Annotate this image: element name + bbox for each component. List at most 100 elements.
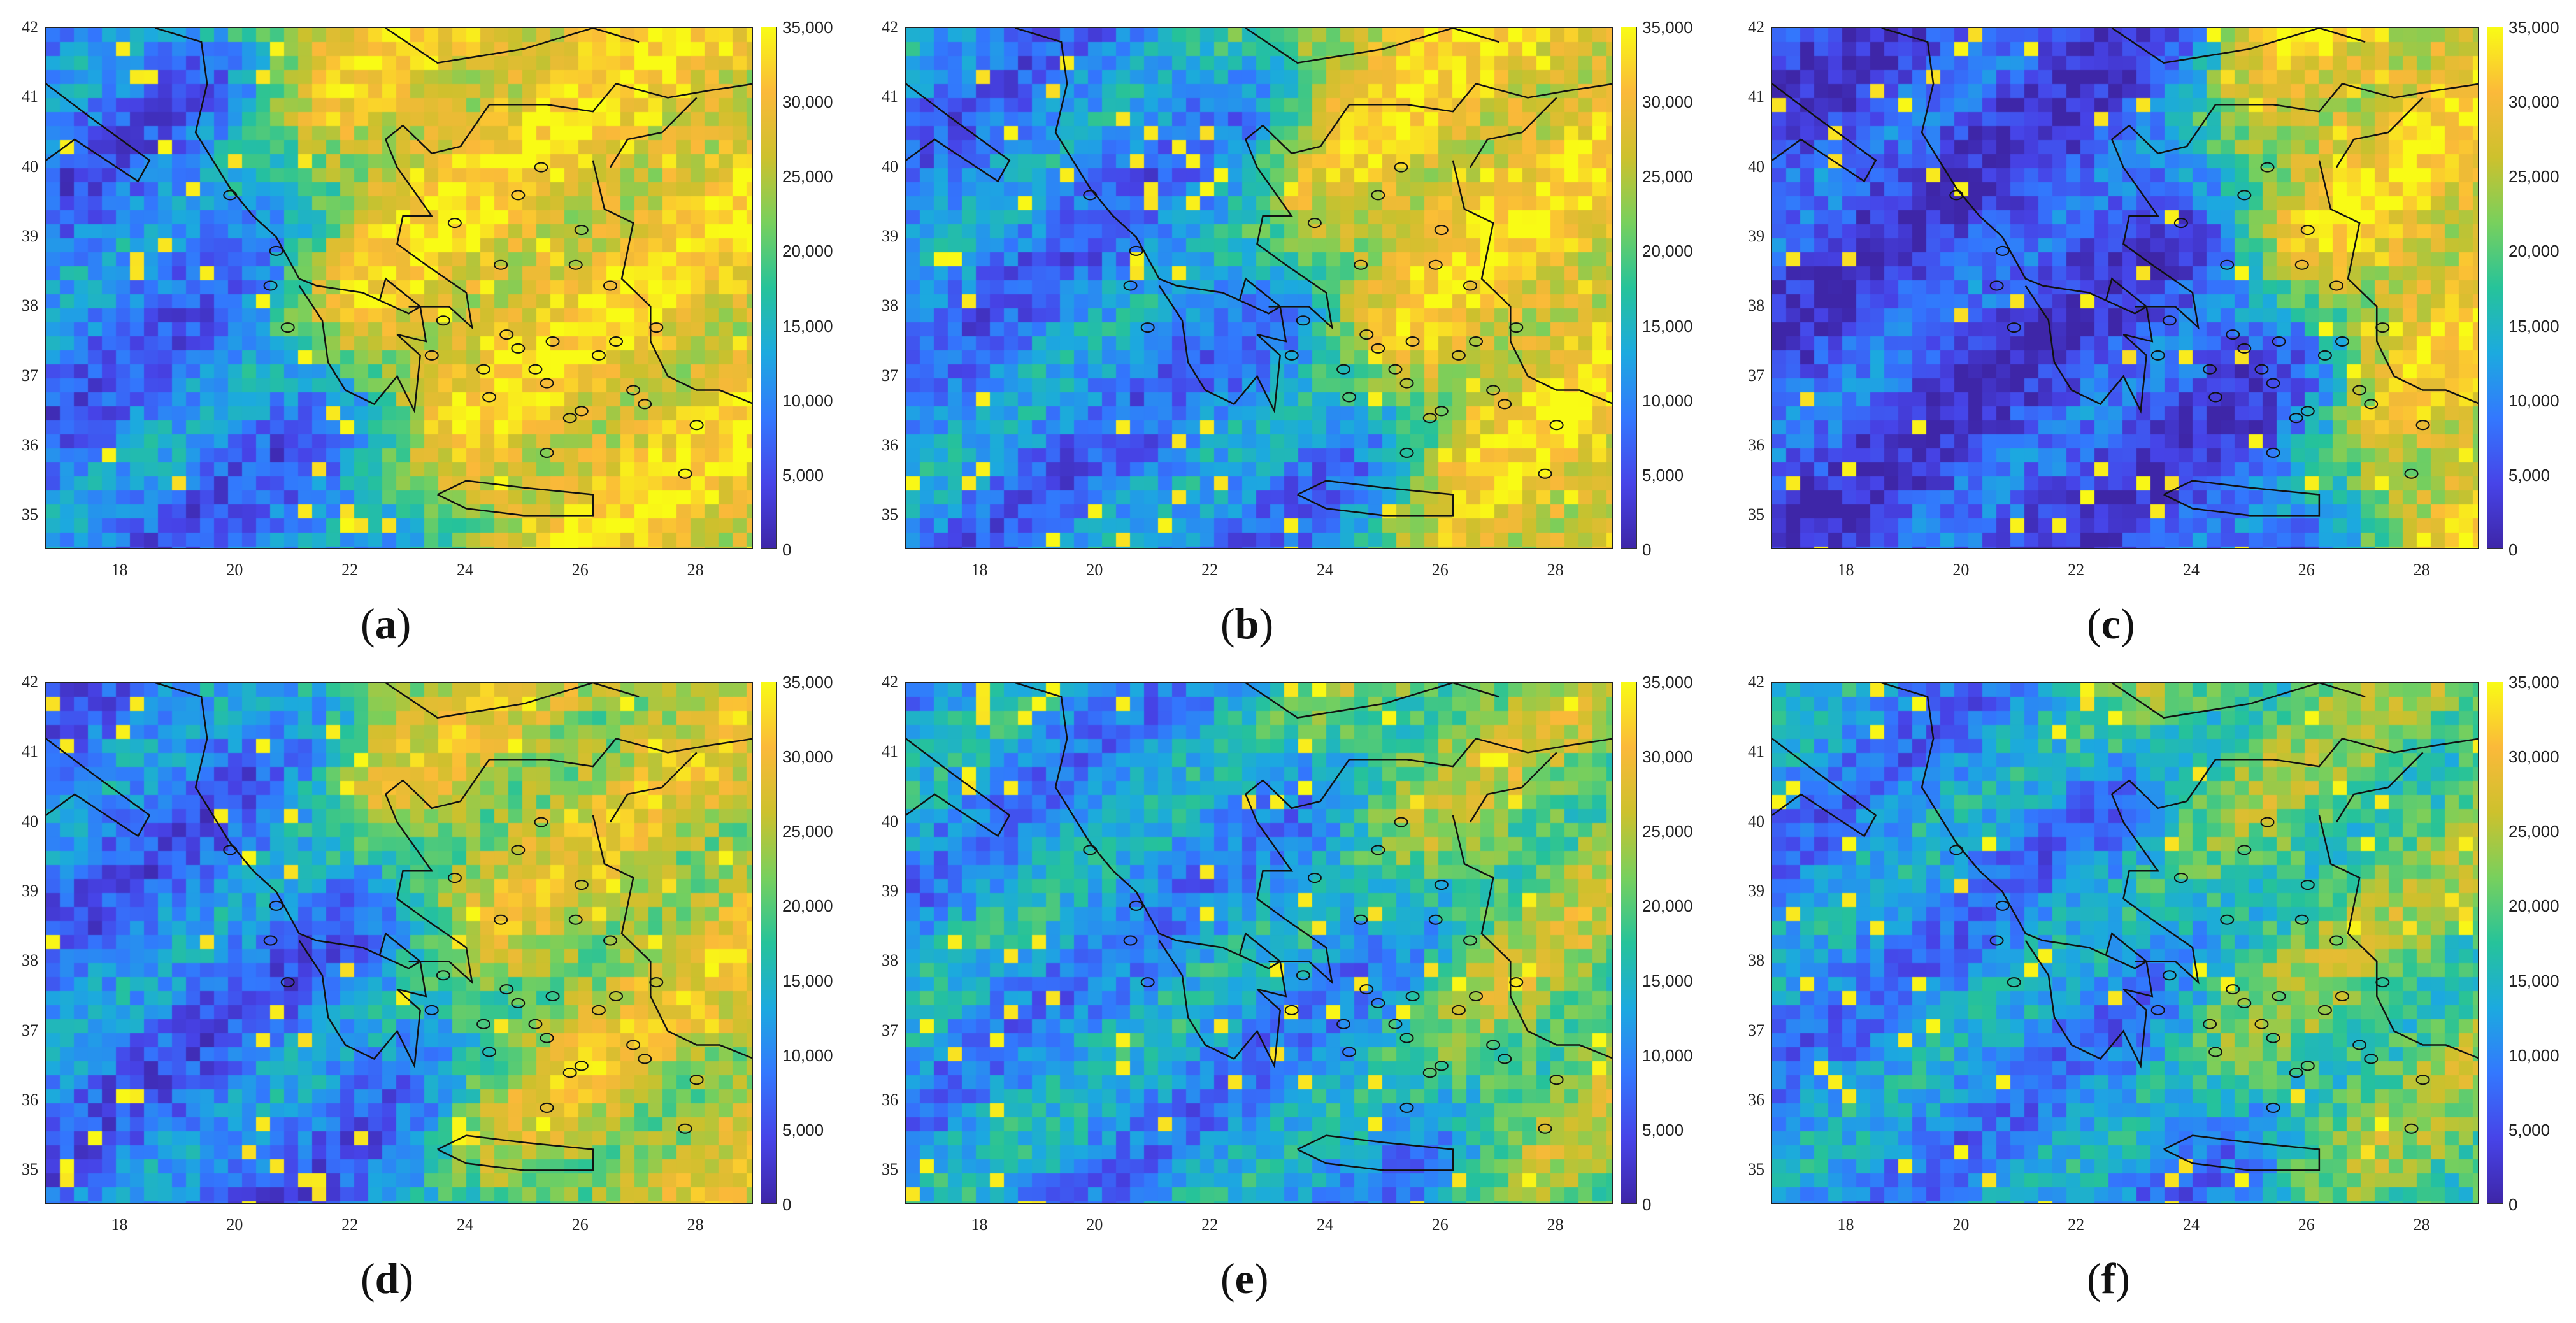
island-outline [626, 385, 641, 396]
colorbar-tick-label: 0 [782, 1195, 792, 1214]
coastline-overlay [1772, 28, 2478, 517]
lat-tick-label: 39 [1748, 882, 1764, 900]
island-outline [540, 447, 554, 458]
coastline [1244, 738, 1612, 985]
island-outline [1509, 322, 1524, 333]
panel-caption: (b) [1220, 599, 1274, 648]
coastline [2111, 28, 2366, 64]
coastline [1245, 28, 1499, 64]
island-outline [1284, 350, 1299, 361]
colorbar-tick-label: 0 [782, 540, 792, 559]
island-outline [2289, 413, 2303, 424]
colorbar-tick-label: 10,000 [1642, 1045, 1693, 1065]
coastline [592, 815, 752, 1059]
lat-tick-label: 39 [22, 882, 38, 900]
island-outline [689, 420, 704, 431]
island-outline [2162, 315, 2177, 326]
island-outline [1422, 413, 1437, 424]
panel-caption: (d) [361, 1254, 414, 1303]
lat-tick-label: 37 [882, 366, 898, 385]
coastline [609, 752, 698, 823]
lat-tick-label: 37 [1748, 366, 1764, 385]
colorbar [1621, 27, 1637, 549]
lon-tick-label: 26 [571, 1215, 589, 1234]
lat-tick-label: 35 [1748, 505, 1764, 524]
island-outline [2300, 1061, 2315, 1071]
panel-caption: (c) [2087, 599, 2135, 648]
island-outline [280, 322, 295, 333]
colorbar-tick-label: 35,000 [2508, 18, 2559, 37]
panel-b: 42 41 40 39 38 37 36 35 18 20 22 24 26 28 35,000 30,000… [882, 18, 1694, 664]
coastline [1772, 738, 1877, 838]
colorbar-tick-label: 5,000 [782, 465, 824, 485]
coastline [906, 738, 1011, 838]
lon-tick-label: 28 [1547, 1215, 1564, 1234]
island-outline [476, 1019, 491, 1029]
island-outline [2254, 364, 2269, 375]
island-outline [591, 1005, 606, 1015]
island-outline [1428, 259, 1443, 270]
island-outline [1399, 1102, 1414, 1113]
lon-tick-label: 28 [687, 561, 704, 579]
colorbar-tick-label: 15,000 [2508, 971, 2559, 990]
lat-tick-label: 38 [22, 951, 38, 970]
colorbar-tick-label: 5,000 [1642, 465, 1684, 485]
island-outline [482, 392, 497, 403]
lon-tick-label: 18 [1837, 561, 1854, 579]
colorbar-tick-label: 20,000 [1642, 241, 1693, 261]
coastline-overlay [46, 28, 752, 517]
island-outline [528, 1019, 543, 1029]
lon-tick-label: 22 [1201, 561, 1219, 579]
island-outline [2272, 991, 2286, 1001]
lat-tick-label: 40 [882, 812, 898, 831]
island-outline [2266, 378, 2280, 389]
island-outline [263, 280, 278, 291]
lon-tick-label: 24 [1316, 1215, 1333, 1234]
lon-tick-label: 20 [1086, 1215, 1103, 1234]
island-outline [540, 378, 554, 389]
heatmap-f [1771, 682, 2479, 1204]
island-outline [1388, 364, 1403, 375]
island-outline [2203, 1019, 2217, 1029]
lat-tick-label: 36 [882, 436, 898, 454]
colorbar-tick-label: 5,000 [782, 1120, 824, 1140]
island-outline [1123, 280, 1138, 291]
island-outline [447, 218, 462, 229]
island-outline [2404, 468, 2419, 479]
coastline [1452, 160, 1612, 404]
island-outline [1296, 970, 1310, 981]
coastline [1158, 285, 1287, 414]
island-outline [1359, 329, 1374, 340]
panel-caption: (a) [361, 599, 411, 648]
coastline [1158, 940, 1287, 1069]
coastline [437, 1134, 594, 1171]
island-outline [638, 1054, 652, 1064]
coastline [46, 83, 151, 183]
lat-tick-label: 39 [882, 227, 898, 245]
colorbar-tick-label: 10,000 [2508, 1045, 2559, 1065]
coastline [437, 480, 594, 517]
island-outline [269, 900, 283, 911]
coastline [1015, 28, 1282, 315]
island-outline [2254, 1019, 2269, 1029]
island-outline [2289, 1068, 2303, 1078]
heatmap-cells-f [1772, 683, 2478, 1203]
island-outline [263, 935, 278, 946]
lon-tick-label: 24 [456, 1215, 473, 1234]
island-outline [1995, 900, 2010, 911]
island-outline [574, 225, 589, 236]
colorbar-tick-label: 5,000 [1642, 1120, 1684, 1140]
lon-tick-label: 22 [341, 561, 359, 579]
island-outline [2415, 420, 2430, 431]
lat-tick-label: 41 [22, 87, 38, 106]
island-outline [2335, 336, 2350, 347]
lon-tick-label: 22 [2068, 1215, 2085, 1234]
lat-tick-label: 37 [22, 366, 38, 385]
colorbar-tick-label: 30,000 [1642, 92, 1693, 112]
island-outline [2317, 350, 2332, 361]
island-outline [499, 329, 514, 340]
coastline [609, 97, 698, 168]
island-outline [1995, 245, 2010, 256]
island-outline [1354, 914, 1368, 925]
island-outline [499, 984, 514, 995]
